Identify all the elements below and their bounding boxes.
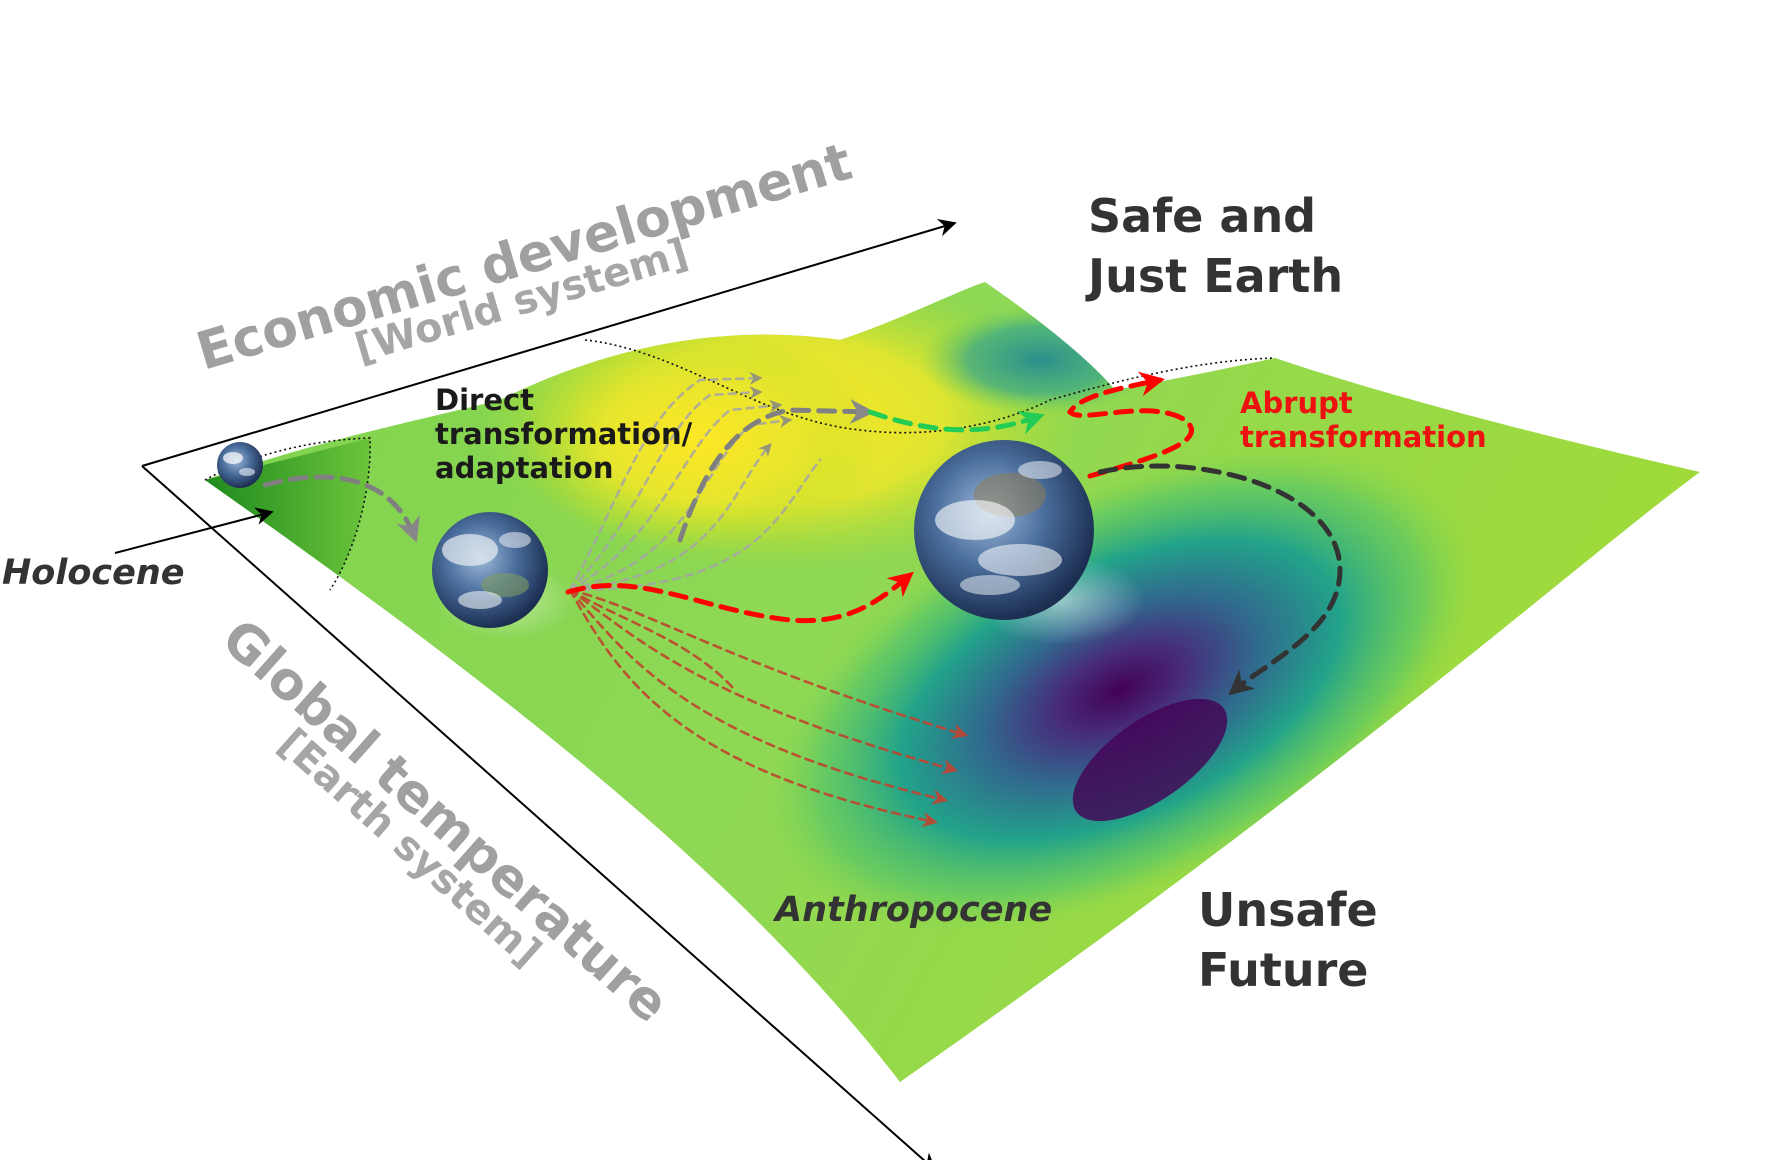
econ-axis-arrow [141, 219, 957, 467]
direct-transformation-label: Direct transformation/ adaptation [435, 383, 692, 485]
red-to-anthropocene-path [565, 571, 914, 624]
unsafe-line-2: Future [1198, 943, 1369, 997]
temp-axis-arrow [141, 465, 937, 1160]
abrupt-transformation-label: Abrupt transformation [1240, 386, 1487, 454]
unsafe-line-1: Unsafe [1198, 883, 1378, 937]
abrupt-line-1: Abrupt [1240, 386, 1353, 420]
direct-line-1: Direct [435, 383, 535, 417]
earth-globe-small [215, 440, 265, 490]
safe-line-2: Just Earth [1088, 249, 1344, 303]
axes [114, 219, 957, 1160]
abrupt-line-2: transformation [1240, 420, 1487, 454]
grey-main-path [677, 399, 875, 543]
green-safe-path [867, 409, 1045, 435]
ridge-lines [204, 339, 1276, 591]
red-fan-paths [568, 588, 968, 828]
unsafe-future-label: Unsafe Future [1198, 880, 1378, 1000]
earth-globe-medium [432, 512, 575, 640]
holocene-label: Holocene [2, 553, 185, 593]
holocene-to-earth-path [262, 474, 420, 543]
trajectories [262, 371, 1343, 828]
direct-line-2: transformation/ [435, 417, 693, 451]
dark-to-unsafe-path [1097, 463, 1343, 696]
anthropocene-label: Anthropocene [775, 890, 1053, 930]
earth-globe-large [914, 440, 1145, 645]
safe-line-1: Safe and [1088, 189, 1317, 243]
abrupt-transformation-path [1066, 371, 1194, 479]
holocene-pointer [114, 507, 274, 554]
safe-just-earth-label: Safe and Just Earth [1088, 186, 1343, 306]
direct-line-3: adaptation [435, 451, 614, 485]
